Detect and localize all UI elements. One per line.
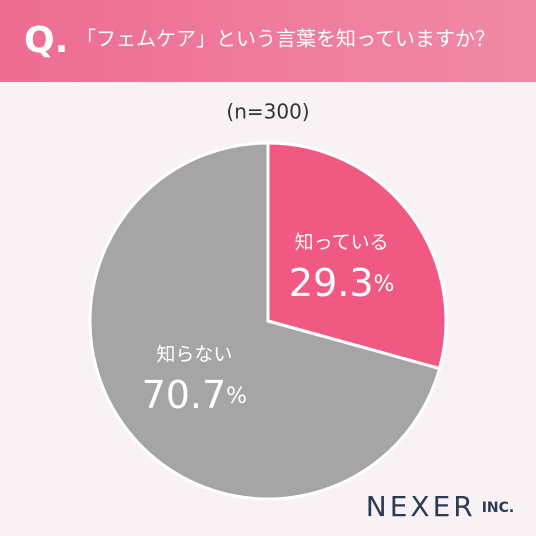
logo-name: NEXER bbox=[366, 490, 476, 523]
slice-value-label: 70.7% bbox=[142, 373, 248, 417]
header bbox=[0, 0, 536, 82]
logo-suffix: INC. bbox=[482, 500, 515, 516]
question-mark: Q. bbox=[24, 20, 68, 61]
chart-title: 「フェムケア」という言葉を知っていますか？ bbox=[76, 27, 495, 51]
slice-category-label: 知っている bbox=[295, 231, 389, 253]
slice-category-label: 知らない bbox=[156, 344, 232, 366]
chart-subtitle: (n=300) bbox=[226, 100, 309, 124]
slice-value-label: 29.3% bbox=[289, 260, 395, 304]
pie-slice bbox=[266, 141, 448, 371]
pie bbox=[88, 141, 448, 501]
logo: NEXER INC. bbox=[366, 490, 515, 523]
pie-slice bbox=[88, 141, 442, 501]
